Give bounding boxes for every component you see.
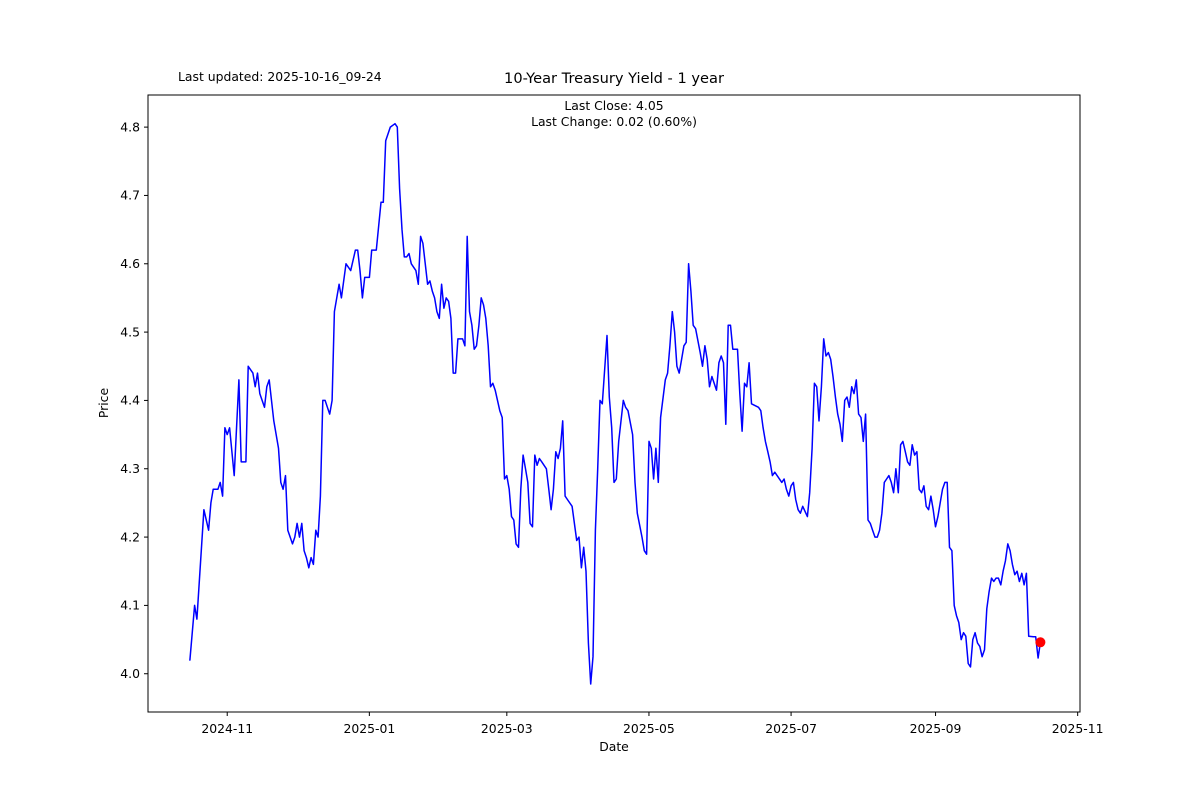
x-tick-label: 2025-05: [623, 721, 675, 736]
plot-border: [147, 94, 1081, 713]
x-tick-label: 2025-07: [765, 721, 817, 736]
x-tick-label: 2025-03: [481, 721, 533, 736]
y-tick-label: 4.6: [120, 256, 140, 271]
y-tick-label: 4.3: [120, 461, 140, 476]
x-tick-label: 2024-11: [201, 721, 253, 736]
chart-title: 10-Year Treasury Yield - 1 year: [504, 70, 724, 87]
y-axis-label: Price: [96, 387, 111, 419]
chart-annotation: Last Close: 4.05 Last Change: 0.02 (0.60…: [148, 98, 1080, 129]
last-updated-label: Last updated: 2025-10-16_09-24: [178, 69, 382, 84]
x-tick-label: 2025-01: [343, 721, 395, 736]
last-change-annotation: Last Change: 0.02 (0.60%): [531, 113, 697, 129]
last-close-marker: [1035, 637, 1046, 648]
price-line: [189, 122, 1042, 685]
x-axis-label: Date: [599, 739, 629, 754]
y-tick-label: 4.1: [120, 598, 140, 613]
y-tick-label: 4.7: [120, 188, 140, 203]
y-tick-label: 4.2: [120, 529, 140, 544]
y-tick-label: 4.5: [120, 324, 140, 339]
x-tick-label: 2025-11: [1052, 721, 1104, 736]
y-tick-label: 4.8: [120, 119, 140, 134]
last-close-annotation: Last Close: 4.05: [564, 98, 664, 113]
y-tick-label: 4.0: [120, 666, 140, 681]
y-tick-label: 4.4: [120, 393, 140, 408]
x-tick-label: 2025-09: [910, 721, 962, 736]
